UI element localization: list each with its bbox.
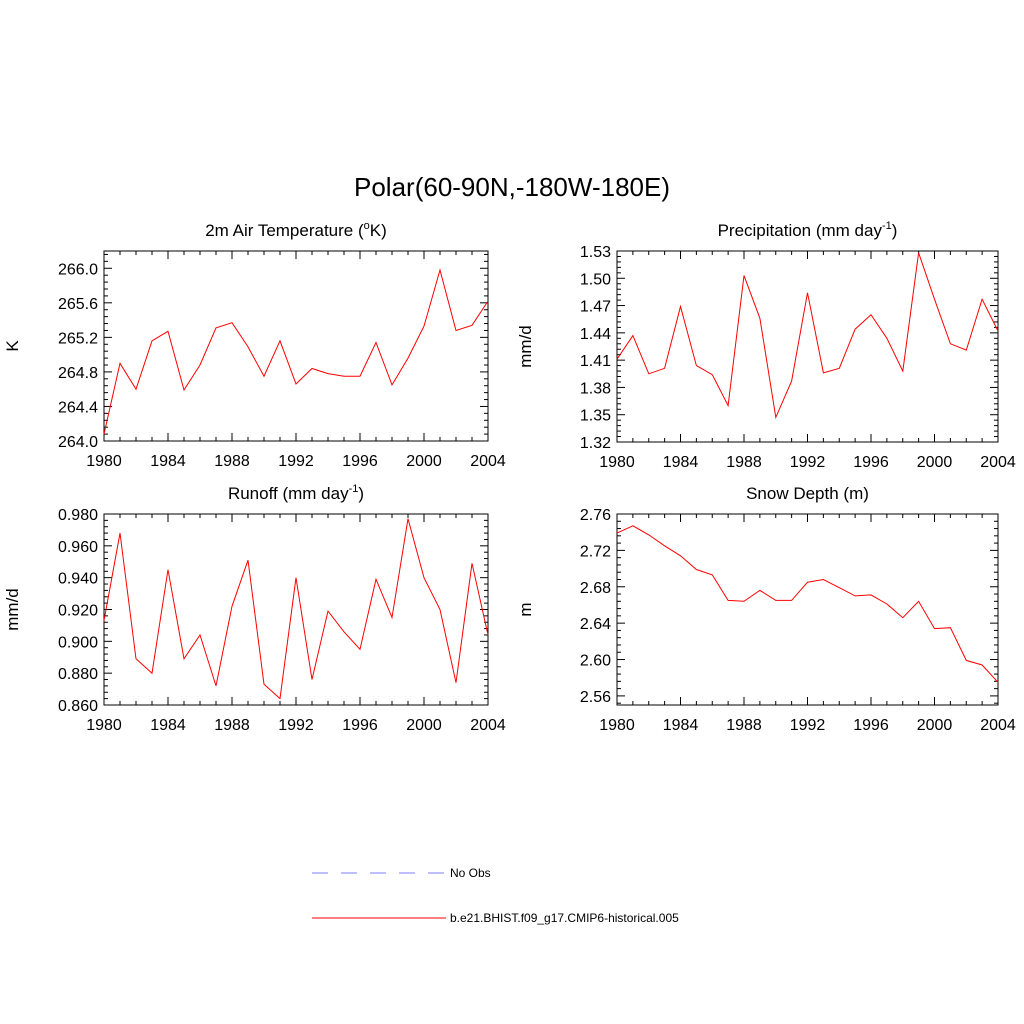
panel-title-main: Runoff (mm day	[228, 484, 349, 503]
y-tick-label: 1.41	[580, 353, 611, 370]
series-line	[103, 268, 489, 435]
x-tick-label: 1980	[86, 453, 122, 470]
y-tick-label: 2.72	[580, 543, 611, 560]
series-line	[103, 518, 489, 700]
x-tick-label: 2004	[470, 717, 506, 734]
panel-title-tail: )	[892, 221, 898, 240]
x-tick-label: 2004	[470, 453, 506, 470]
x-tick-label: 1996	[853, 454, 889, 471]
panel-title-tail: )	[358, 484, 364, 503]
panel-title-main: 2m Air Temperature (	[205, 221, 364, 240]
x-tick-label: 1980	[599, 717, 635, 734]
y-tick-label: 2.76	[580, 507, 611, 524]
x-tick-label: 1992	[790, 717, 826, 734]
y-tick-label: 1.53	[580, 244, 611, 261]
panel-title-superscript: -1	[882, 220, 892, 232]
x-tick-label: 2000	[406, 453, 442, 470]
y-tick-label: 264.0	[58, 434, 98, 451]
x-tick-label: 1988	[726, 717, 762, 734]
panel-title: Precipitation (mm day-1)	[718, 220, 898, 240]
y-axis-label: mm/d	[3, 588, 22, 631]
y-tick-label: 0.940	[58, 571, 98, 588]
y-tick-label: 0.960	[58, 539, 98, 556]
y-tick-label: 1.50	[580, 271, 611, 288]
y-tick-label: 264.8	[58, 365, 98, 382]
panel-title-main: Precipitation (mm day	[718, 221, 883, 240]
y-tick-label: 0.900	[58, 634, 98, 651]
plot-frame	[103, 250, 489, 442]
y-tick-label: 2.60	[580, 653, 611, 670]
x-tick-label: 1996	[342, 717, 378, 734]
x-tick-label: 1996	[342, 453, 378, 470]
y-tick-label: 1.44	[580, 326, 611, 343]
x-tick-label: 2004	[980, 454, 1016, 471]
legend-label-model: b.e21.BHIST.f09_g17.CMIP6-historical.005	[450, 911, 679, 925]
y-tick-label: 2.64	[580, 616, 611, 633]
y-tick-label: 1.32	[580, 435, 611, 452]
panel-title: Runoff (mm day-1)	[228, 483, 364, 503]
x-tick-label: 1992	[278, 717, 314, 734]
x-tick-label: 2000	[406, 717, 442, 734]
y-axis-label: m	[516, 602, 535, 616]
plot-frame	[616, 513, 999, 706]
series-line	[616, 525, 999, 683]
y-tick-label: 0.920	[58, 603, 98, 620]
panel-runoff: 1980 1984 1988 1992 1996 2000 2004 0.860 0.880 0.…	[3, 483, 506, 734]
figure-title: Polar(60-90N,-180W-180E)	[354, 172, 670, 202]
panel-snow-depth: 1980 1984 1988 1992 1996 2000 2004 2.56 2.60 2.64…	[516, 484, 1016, 734]
series-line	[616, 252, 999, 420]
y-tick-label: 264.4	[58, 399, 98, 416]
y-tick-label: 1.38	[580, 380, 611, 397]
y-tick-label: 0.980	[58, 507, 98, 524]
x-tick-label: 1992	[278, 453, 314, 470]
y-axis-label: K	[3, 340, 22, 352]
x-tick-label: 1984	[150, 717, 186, 734]
x-tick-label: 1988	[214, 453, 250, 470]
x-tick-label: 2000	[917, 454, 953, 471]
panel-title-main: Snow Depth (m)	[746, 484, 869, 503]
panel-title: Snow Depth (m)	[746, 484, 869, 503]
x-tick-label: 1988	[214, 717, 250, 734]
plot-frame	[616, 250, 999, 443]
panel-title: 2m Air Temperature (oK)	[205, 220, 387, 240]
x-tick-label: 1984	[663, 454, 699, 471]
y-tick-label: 1.35	[580, 408, 611, 425]
legend: No Obs b.e21.BHIST.f09_g17.CMIP6-histori…	[312, 866, 679, 925]
panel-temperature: 1980 1984 1988 1992 1996 2000 2004 264.0 264.4 26…	[3, 220, 506, 470]
x-tick-label: 1984	[663, 717, 699, 734]
panel-title-superscript: -1	[349, 483, 359, 495]
y-tick-label: 0.860	[58, 698, 98, 715]
x-tick-label: 1996	[853, 717, 889, 734]
y-tick-label: 2.68	[580, 580, 611, 597]
x-tick-label: 1980	[86, 717, 122, 734]
panel-precipitation: 1980 1984 1988 1992 1996 2000 2004 1.32 1.35 1.38…	[516, 220, 1016, 471]
x-tick-label: 1988	[726, 454, 762, 471]
panel-title-tail: K)	[370, 221, 387, 240]
x-tick-label: 1992	[790, 454, 826, 471]
x-tick-label: 2000	[917, 717, 953, 734]
y-tick-label: 265.6	[58, 296, 98, 313]
x-tick-label: 1980	[599, 454, 635, 471]
y-tick-label: 2.56	[580, 689, 611, 706]
x-tick-label: 2004	[980, 717, 1016, 734]
x-tick-label: 1984	[150, 453, 186, 470]
panel-title-superscript: o	[364, 220, 370, 232]
y-tick-label: 1.47	[580, 299, 611, 316]
y-tick-label: 0.880	[58, 666, 98, 683]
legend-label-obs: No Obs	[450, 866, 491, 880]
y-axis-label: mm/d	[516, 325, 535, 368]
y-tick-label: 265.2	[58, 330, 98, 347]
y-tick-label: 266.0	[58, 261, 98, 278]
